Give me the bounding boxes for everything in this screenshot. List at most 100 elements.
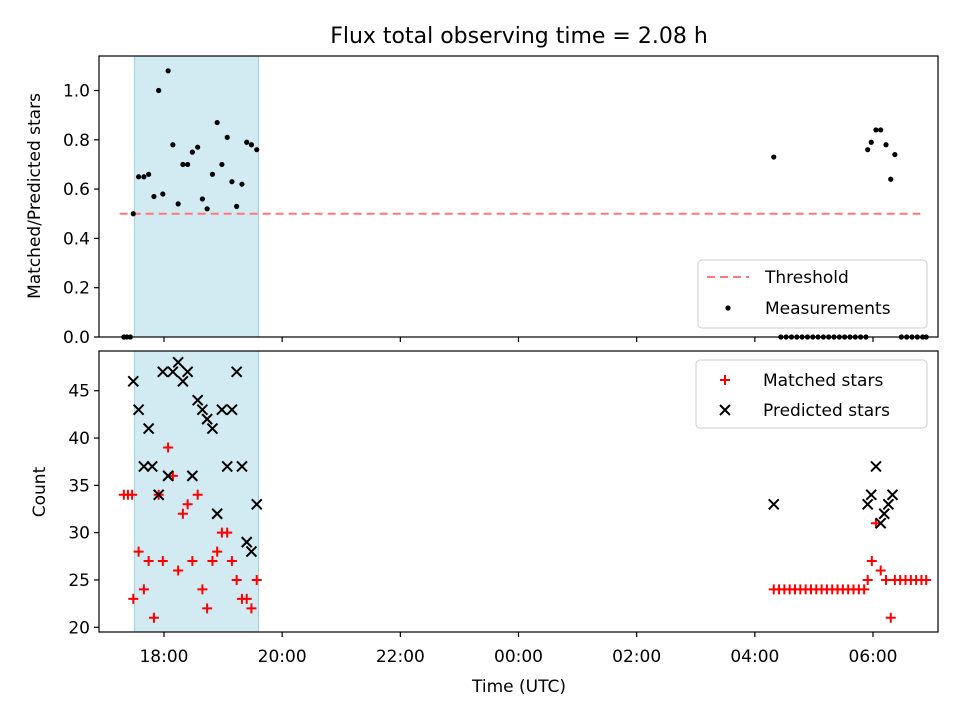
measurement-point <box>199 196 205 202</box>
matched-star-point <box>921 574 932 585</box>
matched-star-point <box>163 442 174 453</box>
y-tick-label: 45 <box>68 382 90 402</box>
matched-star-point <box>133 546 144 557</box>
bottom-axes-frame <box>98 350 939 633</box>
measurement-point <box>771 154 777 160</box>
predicted-star-point <box>886 489 899 501</box>
x-tick-label: 02:00 <box>612 647 661 667</box>
predicted-star-point <box>226 403 238 416</box>
predicted-star-point <box>177 375 189 387</box>
matched-star-point <box>222 527 233 538</box>
x-tick-label: 18:00 <box>139 647 188 667</box>
shaded-interval <box>133 350 260 633</box>
predicted-star-point <box>768 498 780 510</box>
measurement-point <box>156 87 162 94</box>
y-tick-label: 25 <box>68 571 90 591</box>
bottom-legend: Matched stars Predicted stars <box>695 359 928 429</box>
predicted-star-point <box>196 403 209 416</box>
matched-star-point <box>143 556 154 567</box>
predicted-star-point <box>172 356 184 369</box>
measurement-point <box>224 134 230 140</box>
measurement-point <box>878 127 884 133</box>
matched-star-point <box>859 584 870 595</box>
y-tick-label: 30 <box>68 524 90 544</box>
x-tick-label: 04:00 <box>730 647 779 667</box>
measurement-point <box>214 119 220 126</box>
measurement-point <box>135 174 142 180</box>
measurement-point <box>883 142 889 148</box>
legend-threshold-label: Threshold <box>764 268 849 288</box>
measurement-point <box>175 201 181 207</box>
predicted-star-point <box>127 375 139 387</box>
predicted-star-point <box>142 422 155 435</box>
x-tick-label: 20:00 <box>258 647 307 667</box>
y-tick-label: 0.8 <box>63 131 90 151</box>
matched-star-point <box>251 574 262 585</box>
matched-star-point <box>138 584 149 595</box>
measurement-point <box>254 147 260 153</box>
measurement-point <box>141 174 147 180</box>
predicted-star-point <box>162 470 174 482</box>
matched-star-point <box>182 499 193 510</box>
measurement-point <box>248 142 255 148</box>
matched-star-point <box>177 508 188 519</box>
measurement-point <box>244 139 250 145</box>
matched-star-point <box>231 574 242 585</box>
predicted-star-point <box>245 545 258 558</box>
x-tick-label: 00:00 <box>494 647 543 667</box>
matched-star-point <box>207 556 218 567</box>
matched-star-point <box>246 603 257 614</box>
legend-matched-label: Matched stars <box>763 371 883 391</box>
predicted-star-point <box>132 403 145 416</box>
predicted-star-point <box>878 508 890 520</box>
predicted-star-point <box>861 498 874 510</box>
predicted-star-point <box>157 366 169 378</box>
measurement-point <box>165 68 171 74</box>
measurement-point <box>160 191 166 197</box>
top-legend: Threshold Measurements <box>697 259 928 329</box>
predicted-star-point <box>211 508 223 520</box>
predicted-star-point <box>865 489 877 501</box>
top-panel-ratio: 0.0 0.2 0.4 0.6 0.8 1.0 Threshold Measurements <box>63 55 939 348</box>
predicted-star-point <box>216 403 228 416</box>
y-tick-label: 20 <box>68 618 90 638</box>
legend-predicted-label: Predicted stars <box>763 401 890 421</box>
predicted-star-point <box>138 460 150 473</box>
matched-star-point <box>862 574 873 585</box>
predicted-star-point <box>152 489 165 501</box>
predicted-star-point <box>186 470 199 482</box>
matched-star-point <box>128 593 139 604</box>
y-tick-label: 1.0 <box>63 82 90 102</box>
matched-star-point <box>173 565 184 576</box>
measurement-point <box>130 211 136 217</box>
measurement-point <box>219 161 225 168</box>
measurement-point <box>151 193 157 200</box>
measurement-point <box>868 139 874 145</box>
x-tick-label: 22:00 <box>376 647 425 667</box>
predicted-star-point <box>236 460 248 473</box>
y-tick-label: 0.0 <box>63 328 90 348</box>
legend-predicted-swatch <box>719 404 731 416</box>
matched-star-point <box>881 574 892 585</box>
y-tick-label: 0.2 <box>63 279 90 299</box>
measurement-point <box>185 161 191 168</box>
measurement-point <box>873 127 879 133</box>
matched-star-point <box>202 603 213 614</box>
y-tick-label: 0.6 <box>63 180 90 200</box>
bottom-panel-counts: 20 25 30 35 40 45 18:00 20:00 22:00 00:00 02:00 04:… <box>68 350 939 667</box>
matched-star-point <box>187 556 198 567</box>
predicted-star-point <box>230 366 243 378</box>
matched-star-point <box>241 593 252 604</box>
measurement-point <box>195 144 201 150</box>
predicted-star-point <box>874 517 887 529</box>
top-y-axis-label: Matched/Predicted stars <box>25 93 45 299</box>
legend-matched-swatch <box>720 375 730 385</box>
matched-star-point <box>127 489 138 500</box>
matched-star-point <box>192 489 203 500</box>
predicted-star-point <box>206 422 219 435</box>
measurement-point <box>229 179 235 185</box>
y-tick-label: 35 <box>68 476 90 496</box>
measurement-point <box>865 147 871 153</box>
matched-star-point <box>226 556 237 567</box>
